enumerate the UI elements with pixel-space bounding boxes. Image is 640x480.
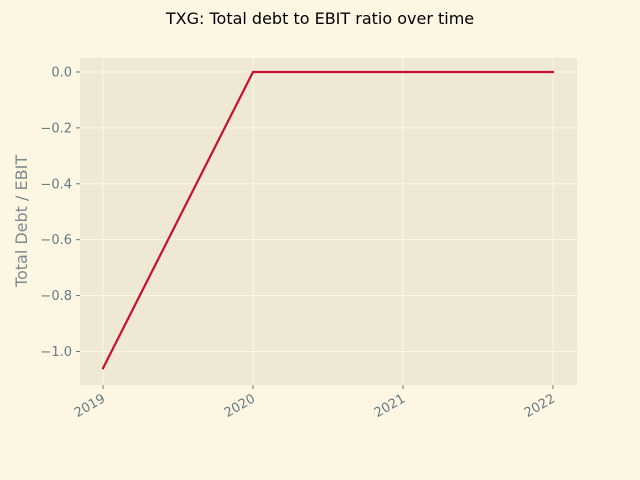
x-tick-labels: 2019 2020 2021 2022: [72, 385, 558, 421]
grid-lines: [80, 58, 577, 385]
x-tick-label: 2020: [222, 391, 258, 421]
data-point: [251, 70, 255, 74]
data-point: [401, 70, 405, 74]
y-tick-label: 0.0: [51, 65, 72, 80]
x-tick-label: 2021: [372, 391, 408, 421]
x-tick-label: 2019: [72, 391, 108, 421]
y-axis-label: Total Debt / EBIT: [12, 155, 31, 288]
y-tick-label: −1.0: [40, 345, 72, 360]
data-point: [551, 70, 555, 74]
data-point: [101, 367, 105, 370]
y-tick-labels: 0.0 −0.2 −0.4 −0.6 −0.8 −1.0: [40, 65, 80, 360]
series-layer: [101, 70, 555, 370]
y-tick-label: −0.6: [40, 233, 72, 248]
y-tick-label: −0.2: [40, 121, 72, 136]
series-line: [101, 70, 555, 370]
chart-title: TXG: Total debt to EBIT ratio over time: [165, 9, 474, 28]
y-tick-label: −0.8: [40, 289, 72, 304]
x-tick-label: 2022: [522, 391, 558, 421]
plot-area: [80, 58, 577, 385]
y-tick-label: −0.4: [40, 177, 72, 192]
